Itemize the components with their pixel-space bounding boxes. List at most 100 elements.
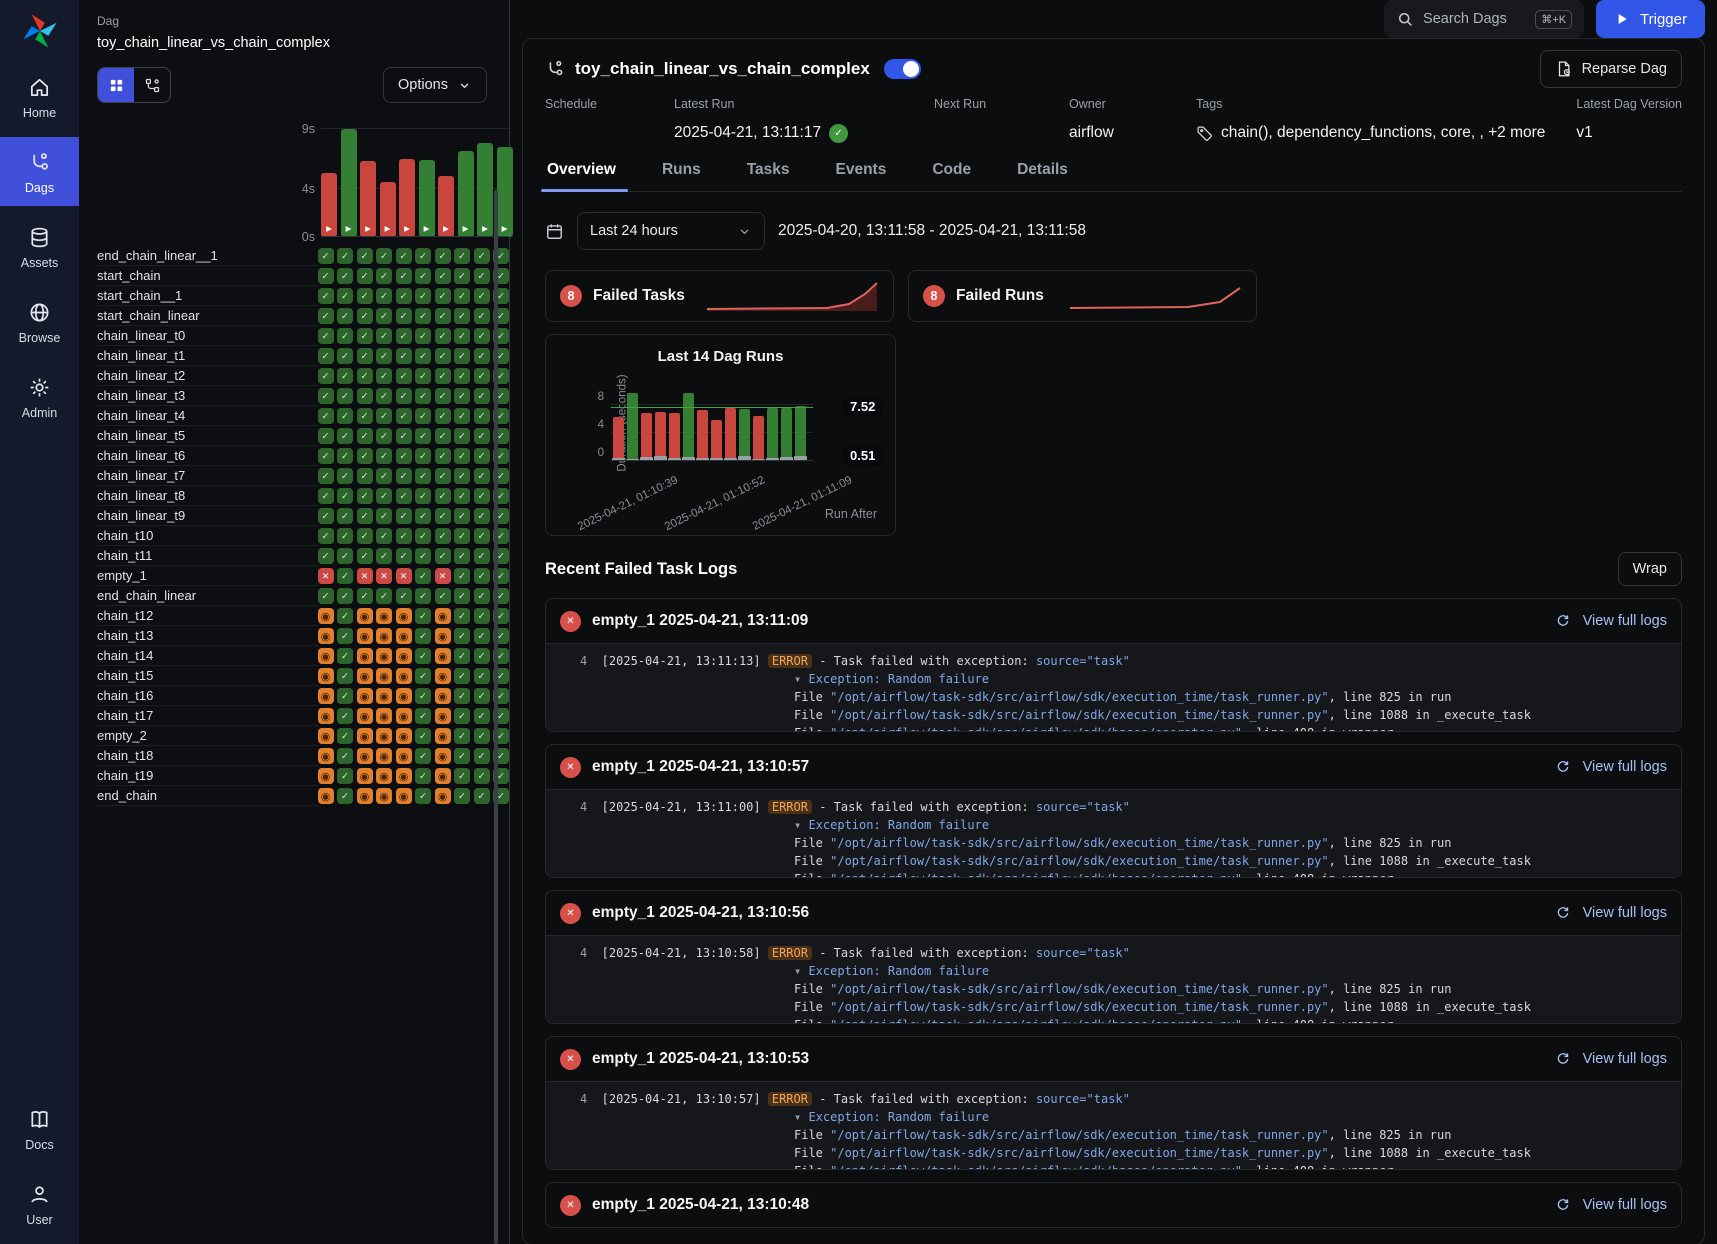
- task-instance-cell[interactable]: ✓: [395, 368, 412, 384]
- dag-run-bar[interactable]: [613, 417, 624, 458]
- task-instance-cell[interactable]: ✕: [434, 568, 451, 584]
- task-instance-cell[interactable]: ✓: [473, 648, 490, 664]
- task-instance-cell[interactable]: ✓: [337, 508, 353, 524]
- task-name[interactable]: start_chain: [97, 266, 318, 286]
- task-instance-cell[interactable]: ✓: [356, 268, 373, 284]
- sidebar-item-assets[interactable]: Assets: [0, 212, 79, 281]
- task-instance-cell[interactable]: ✓: [337, 528, 353, 544]
- refresh-icon[interactable]: [1555, 1197, 1571, 1213]
- task-instance-cell[interactable]: ✓: [473, 248, 490, 264]
- task-instance-cell[interactable]: ✓: [473, 368, 490, 384]
- task-instance-cell[interactable]: ✓: [454, 648, 470, 664]
- task-instance-cell[interactable]: ✓: [415, 788, 431, 804]
- task-instance-cell[interactable]: ◉: [376, 788, 392, 804]
- latest-run-value[interactable]: 2025-04-21, 13:11:17 ✓: [674, 123, 934, 143]
- task-instance-cell[interactable]: ◉: [317, 668, 334, 684]
- task-instance-cell[interactable]: ✓: [454, 528, 470, 544]
- refresh-icon[interactable]: [1555, 1051, 1571, 1067]
- run-play-icon[interactable]: ▶: [384, 224, 391, 233]
- task-instance-cell[interactable]: ✓: [317, 368, 334, 384]
- task-instance-cell[interactable]: ✓: [415, 628, 431, 644]
- task-instance-cell[interactable]: ◉: [356, 748, 373, 764]
- refresh-icon[interactable]: [1555, 613, 1571, 629]
- task-instance-cell[interactable]: ✓: [454, 408, 470, 424]
- tab-events[interactable]: Events: [835, 161, 887, 178]
- run-duration-bar[interactable]: ▶: [360, 161, 376, 237]
- task-name[interactable]: chain_linear_t9: [97, 506, 318, 526]
- task-instance-cell[interactable]: ✓: [473, 388, 490, 404]
- dag-run-bar[interactable]: [627, 393, 638, 459]
- graph-view-button[interactable]: [134, 68, 170, 102]
- task-name[interactable]: chain_t10: [97, 526, 318, 546]
- run-duration-bar[interactable]: ▶: [496, 147, 513, 237]
- view-full-logs-link[interactable]: View full logs: [1582, 759, 1667, 775]
- task-instance-cell[interactable]: ✓: [356, 408, 373, 424]
- task-instance-cell[interactable]: ✓: [473, 268, 490, 284]
- task-instance-cell[interactable]: ◉: [434, 608, 451, 624]
- task-instance-cell[interactable]: ✓: [415, 488, 431, 504]
- task-name[interactable]: chain_linear_t2: [97, 366, 318, 386]
- run-duration-bar[interactable]: ▶: [321, 173, 337, 237]
- run-play-icon[interactable]: ▶: [423, 224, 430, 233]
- task-name[interactable]: chain_linear_t7: [97, 466, 318, 486]
- task-instance-cell[interactable]: ✓: [473, 308, 490, 324]
- task-name[interactable]: end_chain: [97, 786, 318, 806]
- task-instance-cell[interactable]: ✓: [454, 328, 470, 344]
- task-instance-cell[interactable]: ◉: [434, 668, 451, 684]
- task-instance-cell[interactable]: ✓: [337, 488, 353, 504]
- task-instance-cell[interactable]: ✓: [337, 368, 353, 384]
- airflow-logo[interactable]: [0, 0, 79, 62]
- task-instance-cell[interactable]: ✓: [473, 728, 490, 744]
- queued-duration-bar[interactable]: [640, 457, 653, 461]
- run-duration-bar[interactable]: ▶: [340, 129, 357, 237]
- task-instance-cell[interactable]: ◉: [317, 608, 334, 624]
- grid-panel-scrollbar[interactable]: [494, 190, 498, 1244]
- task-instance-cell[interactable]: ✓: [376, 508, 392, 524]
- task-instance-cell[interactable]: ◉: [356, 708, 373, 724]
- sidebar-item-admin[interactable]: Admin: [0, 362, 79, 431]
- task-instance-cell[interactable]: ◉: [317, 688, 334, 704]
- task-instance-cell[interactable]: ✓: [337, 608, 353, 624]
- task-instance-cell[interactable]: ✓: [356, 428, 373, 444]
- task-name[interactable]: start_chain_linear: [97, 306, 318, 326]
- task-instance-cell[interactable]: ✓: [434, 528, 451, 544]
- task-instance-cell[interactable]: ✓: [454, 768, 470, 784]
- task-instance-cell[interactable]: ✓: [473, 688, 490, 704]
- task-instance-cell[interactable]: ✓: [395, 428, 412, 444]
- task-instance-cell[interactable]: ✓: [337, 568, 353, 584]
- task-instance-cell[interactable]: ◉: [395, 648, 412, 664]
- task-instance-cell[interactable]: ✓: [395, 488, 412, 504]
- task-instance-cell[interactable]: ✓: [415, 408, 431, 424]
- task-instance-cell[interactable]: ◉: [395, 768, 412, 784]
- dag-run-bar[interactable]: [739, 409, 750, 456]
- task-instance-cell[interactable]: ✓: [454, 508, 470, 524]
- task-instance-cell[interactable]: ✓: [415, 648, 431, 664]
- task-instance-cell[interactable]: ✓: [415, 268, 431, 284]
- time-range-select[interactable]: Last 24 hours: [577, 212, 765, 250]
- task-instance-cell[interactable]: ◉: [434, 768, 451, 784]
- run-play-icon[interactable]: ▶: [326, 224, 332, 233]
- task-instance-cell[interactable]: ✓: [395, 268, 412, 284]
- run-play-icon[interactable]: ▶: [365, 224, 371, 233]
- task-instance-cell[interactable]: ✓: [473, 548, 490, 564]
- task-instance-cell[interactable]: ✓: [473, 408, 490, 424]
- task-instance-cell[interactable]: ✓: [376, 368, 392, 384]
- task-instance-cell[interactable]: ✓: [337, 388, 353, 404]
- task-instance-cell[interactable]: ✓: [415, 748, 431, 764]
- task-instance-cell[interactable]: ✓: [356, 248, 373, 264]
- task-instance-cell[interactable]: ◉: [376, 728, 392, 744]
- view-full-logs-link[interactable]: View full logs: [1582, 1051, 1667, 1067]
- task-name[interactable]: end_chain_linear__1: [97, 246, 318, 266]
- task-instance-cell[interactable]: ✓: [415, 468, 431, 484]
- task-instance-cell[interactable]: ✓: [434, 288, 451, 304]
- run-play-icon[interactable]: ▶: [345, 224, 352, 233]
- task-instance-cell[interactable]: ✓: [356, 328, 373, 344]
- task-instance-cell[interactable]: ✓: [395, 308, 412, 324]
- task-instance-cell[interactable]: ◉: [356, 728, 373, 744]
- queued-duration-bar[interactable]: [654, 456, 667, 461]
- view-full-logs-link[interactable]: View full logs: [1582, 1197, 1667, 1213]
- task-instance-cell[interactable]: ✓: [454, 588, 470, 604]
- task-name[interactable]: chain_t18: [97, 746, 318, 766]
- task-name[interactable]: chain_t13: [97, 626, 318, 646]
- task-instance-cell[interactable]: ✓: [337, 668, 353, 684]
